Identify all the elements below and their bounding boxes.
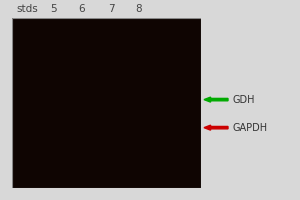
Text: 8: 8	[135, 4, 142, 14]
Text: 7: 7	[108, 4, 115, 14]
Text: stds: stds	[16, 4, 38, 14]
Text: 5: 5	[50, 4, 56, 14]
Text: GDH: GDH	[232, 95, 255, 105]
Text: 6: 6	[78, 4, 85, 14]
Text: GAPDH: GAPDH	[232, 123, 268, 133]
